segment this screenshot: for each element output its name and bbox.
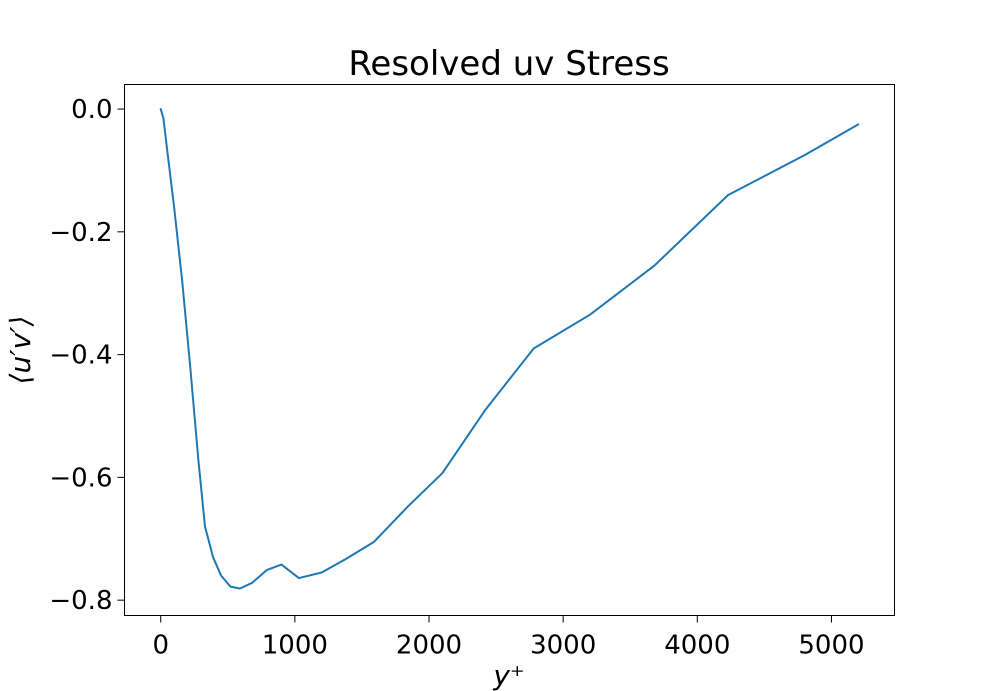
series-layer — [159, 108, 860, 590]
y-tick-label: −0.6 — [49, 463, 112, 493]
x-tick-label: 5000 — [798, 631, 864, 661]
y-tick-label: −0.8 — [49, 586, 112, 616]
series-line — [159, 108, 860, 590]
x-tick-label: 0 — [152, 631, 169, 661]
y-axis-label: ⟨u′v′⟩ — [4, 316, 37, 385]
y-tick-label: −0.4 — [49, 341, 112, 371]
x-tick-label: 2000 — [396, 631, 462, 661]
x-tick-label: 3000 — [530, 631, 596, 661]
x-axis: 0 1000 2000 3000 4000 5000 — [152, 615, 865, 661]
plot-frame — [124, 84, 895, 616]
chart-title: Resolved uv Stress — [348, 44, 669, 84]
x-tick-label: 1000 — [262, 631, 328, 661]
y-tick-label: −0.2 — [49, 218, 112, 248]
x-axis-label: y⁺ — [492, 659, 524, 691]
y-axis: 0.0 −0.2 −0.4 −0.6 −0.8 — [49, 95, 125, 616]
y-tick-label: 0.0 — [71, 95, 112, 125]
x-tick-label: 4000 — [664, 631, 730, 661]
